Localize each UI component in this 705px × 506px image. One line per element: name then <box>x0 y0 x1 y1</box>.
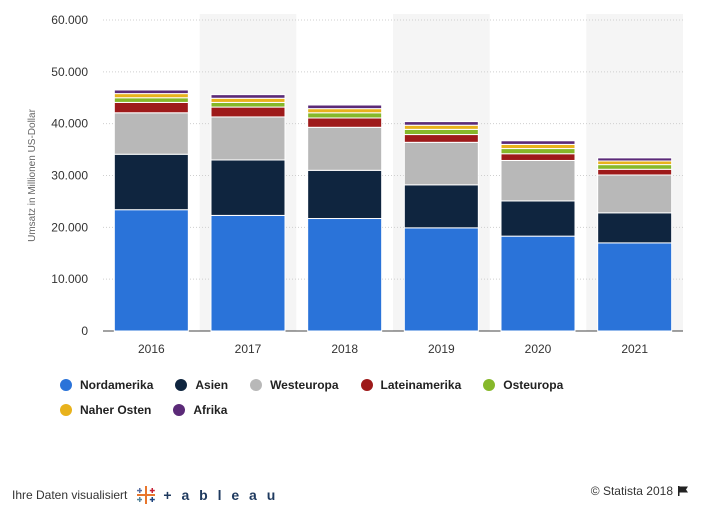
tableau-cross-icon <box>137 486 156 504</box>
y-tick-label: 0 <box>81 324 88 338</box>
legend-label: Naher Osten <box>80 403 152 417</box>
bar-segment-afrika <box>403 121 479 126</box>
bar-segment-naher-osten <box>210 97 286 103</box>
bar-segment-nordamerika <box>597 242 673 332</box>
legend-swatch <box>60 404 72 416</box>
bar-segment-naher-osten <box>113 93 189 99</box>
bar-segment-asien <box>597 212 673 244</box>
bar-segment-nordamerika <box>307 218 383 332</box>
copyright-text[interactable]: © Statista 2018 <box>590 484 673 498</box>
bar-segment-osteuropa <box>500 148 576 155</box>
bar-segment-naher-osten <box>403 124 479 130</box>
tableau-wordmark: + a b l e a u <box>163 487 279 503</box>
y-tick-label: 30.000 <box>51 169 88 183</box>
y-tick-label: 50.000 <box>51 65 88 79</box>
legend-label: Asien <box>195 378 229 392</box>
legend-label: Afrika <box>193 403 228 417</box>
bar-segment-osteuropa <box>113 97 189 103</box>
bar-segment-asien <box>500 200 576 237</box>
legend-item-asien[interactable]: Asien <box>175 378 228 392</box>
footer-source-text: Ihre Daten visualisiert <box>12 488 128 502</box>
bar-segment-westeuropa <box>403 141 479 186</box>
bar-segment-osteuropa <box>403 128 479 136</box>
stacked-bar-chart: 0 10.000 20.000 30.000 40.000 50.000 60.000 Ums… <box>27 13 683 356</box>
bar-segment-naher-osten <box>500 143 576 150</box>
x-tick-label: 2020 <box>525 342 552 356</box>
bar-segment-naher-osten <box>597 160 673 166</box>
bar-segment-lateinamerika <box>210 106 286 118</box>
bar-segment-lateinamerika <box>403 134 479 143</box>
legend-label: Lateinamerika <box>380 378 462 392</box>
y-axis-label: Umsatz in Millionen US-Dollar <box>27 108 38 241</box>
chart: 0 10.000 20.000 30.000 40.000 50.000 60.000 Ums… <box>27 13 683 356</box>
y-tick-label: 20.000 <box>51 220 88 234</box>
bar-segment-lateinamerika <box>500 153 576 161</box>
bar-segment-lateinamerika <box>597 168 673 176</box>
bar-segment-westeuropa <box>500 159 576 202</box>
bar-segment-nordamerika <box>403 227 479 332</box>
footer-right: © Statista 2018 <box>591 484 689 498</box>
legend-item-afrika[interactable]: Afrika <box>173 403 227 417</box>
flag-icon[interactable] <box>677 485 689 497</box>
bar-segment-nordamerika <box>500 235 576 332</box>
bar-segment-osteuropa <box>210 101 286 108</box>
bar-segment-afrika <box>113 89 189 95</box>
bar-segment-nordamerika <box>113 209 189 332</box>
legend-swatch <box>360 379 373 391</box>
bar-segment-westeuropa <box>113 112 189 155</box>
bar-segment-osteuropa <box>597 164 673 170</box>
y-tick-label: 40.000 <box>51 117 88 131</box>
x-tick-label: 2019 <box>428 342 455 356</box>
bar-segment-afrika <box>307 104 383 110</box>
bar-segment-naher-osten <box>307 108 383 114</box>
legend-item-lateinamerika[interactable]: Lateinamerika <box>360 378 462 392</box>
bar-segment-osteuropa <box>307 112 383 119</box>
legend-swatch <box>173 404 186 416</box>
bar-segment-lateinamerika <box>307 117 383 128</box>
bar-segment-nordamerika <box>210 214 286 332</box>
legend-swatch <box>250 379 263 391</box>
x-tick-label: 2018 <box>331 342 358 356</box>
bar-segment-westeuropa <box>597 174 673 214</box>
x-tick-label: 2021 <box>621 342 648 356</box>
legend-swatch <box>175 379 188 391</box>
bar-segment-asien <box>113 153 189 211</box>
x-tick-label: 2016 <box>138 342 165 356</box>
legend-label: Nordamerika <box>80 378 154 392</box>
bar-segment-afrika <box>500 140 576 145</box>
bar-segment-afrika <box>597 157 673 162</box>
bar-segment-westeuropa <box>210 116 286 161</box>
legend: Nordamerika Asien Westeuropa Lateinamerika O… <box>60 378 680 428</box>
bar-segment-lateinamerika <box>113 101 189 114</box>
y-tick-label: 60.000 <box>51 13 88 27</box>
y-tick-label: 10.000 <box>51 272 88 286</box>
legend-item-naher-osten[interactable]: Naher Osten <box>60 403 151 417</box>
legend-item-westeuropa[interactable]: Westeuropa <box>250 378 339 392</box>
bar-segment-asien <box>307 169 383 220</box>
bar-segment-westeuropa <box>307 126 383 171</box>
legend-swatch <box>483 379 496 391</box>
bar-segment-asien <box>403 184 479 229</box>
legend-label: Osteuropa <box>503 378 564 392</box>
bar-segment-afrika <box>210 94 286 99</box>
legend-item-nordamerika[interactable]: Nordamerika <box>60 378 153 392</box>
bar-segment-asien <box>210 159 286 216</box>
legend-item-osteuropa[interactable]: Osteuropa <box>483 378 563 392</box>
footer-left: Ihre Daten visualisiert + a b l e a u <box>12 484 278 506</box>
legend-label: Westeuropa <box>270 378 339 392</box>
legend-swatch <box>60 379 72 391</box>
x-tick-label: 2017 <box>235 342 262 356</box>
